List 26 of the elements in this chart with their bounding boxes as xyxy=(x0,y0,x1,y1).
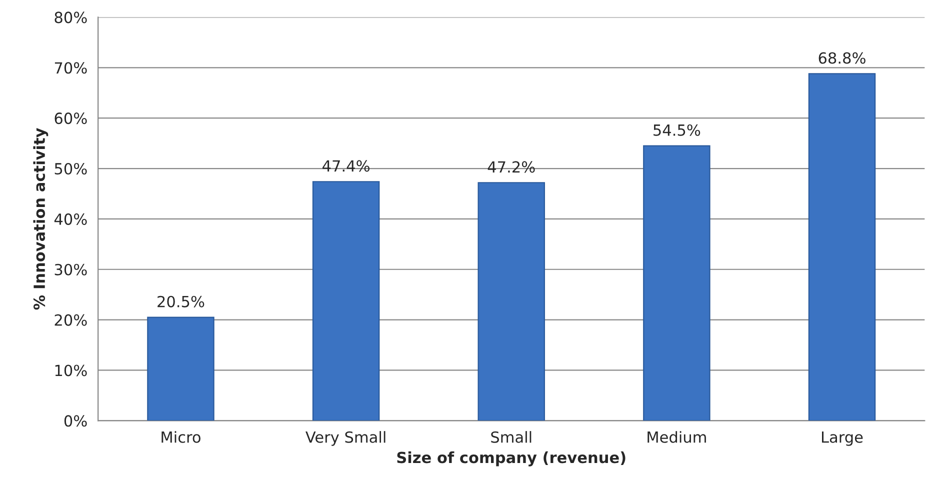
y-tick-label: 0% xyxy=(64,415,87,427)
x-axis-title: Size of company (revenue) xyxy=(397,451,626,466)
bar xyxy=(312,181,380,421)
y-tick-label: 40% xyxy=(54,213,87,225)
data-label: 47.2% xyxy=(488,161,535,173)
x-tick-label: Medium xyxy=(648,431,706,443)
y-tick-label: 80% xyxy=(54,12,87,24)
x-tick-label: Large xyxy=(822,432,863,446)
data-label: 68.8% xyxy=(818,52,866,64)
bar xyxy=(147,316,214,421)
bar xyxy=(478,182,545,421)
data-label: 20.5% xyxy=(158,296,204,308)
y-tick-label: 20% xyxy=(54,314,87,326)
x-tick-label: Micro xyxy=(162,431,200,443)
y-tick-label: 30% xyxy=(54,264,87,276)
x-tick-label: Very Small xyxy=(306,431,386,446)
y-tick-label: 70% xyxy=(54,62,87,74)
y-tick-label: 50% xyxy=(54,162,87,175)
x-tick-label: Small xyxy=(491,431,532,443)
data-label: 47.4% xyxy=(322,160,370,172)
bar xyxy=(808,73,876,421)
y-axis-title: % Innovation activity xyxy=(33,128,48,310)
y-tick-label: 60% xyxy=(54,112,87,124)
bar xyxy=(643,145,710,421)
data-label: 54.5% xyxy=(654,124,700,136)
y-tick-label: 10% xyxy=(55,364,87,376)
